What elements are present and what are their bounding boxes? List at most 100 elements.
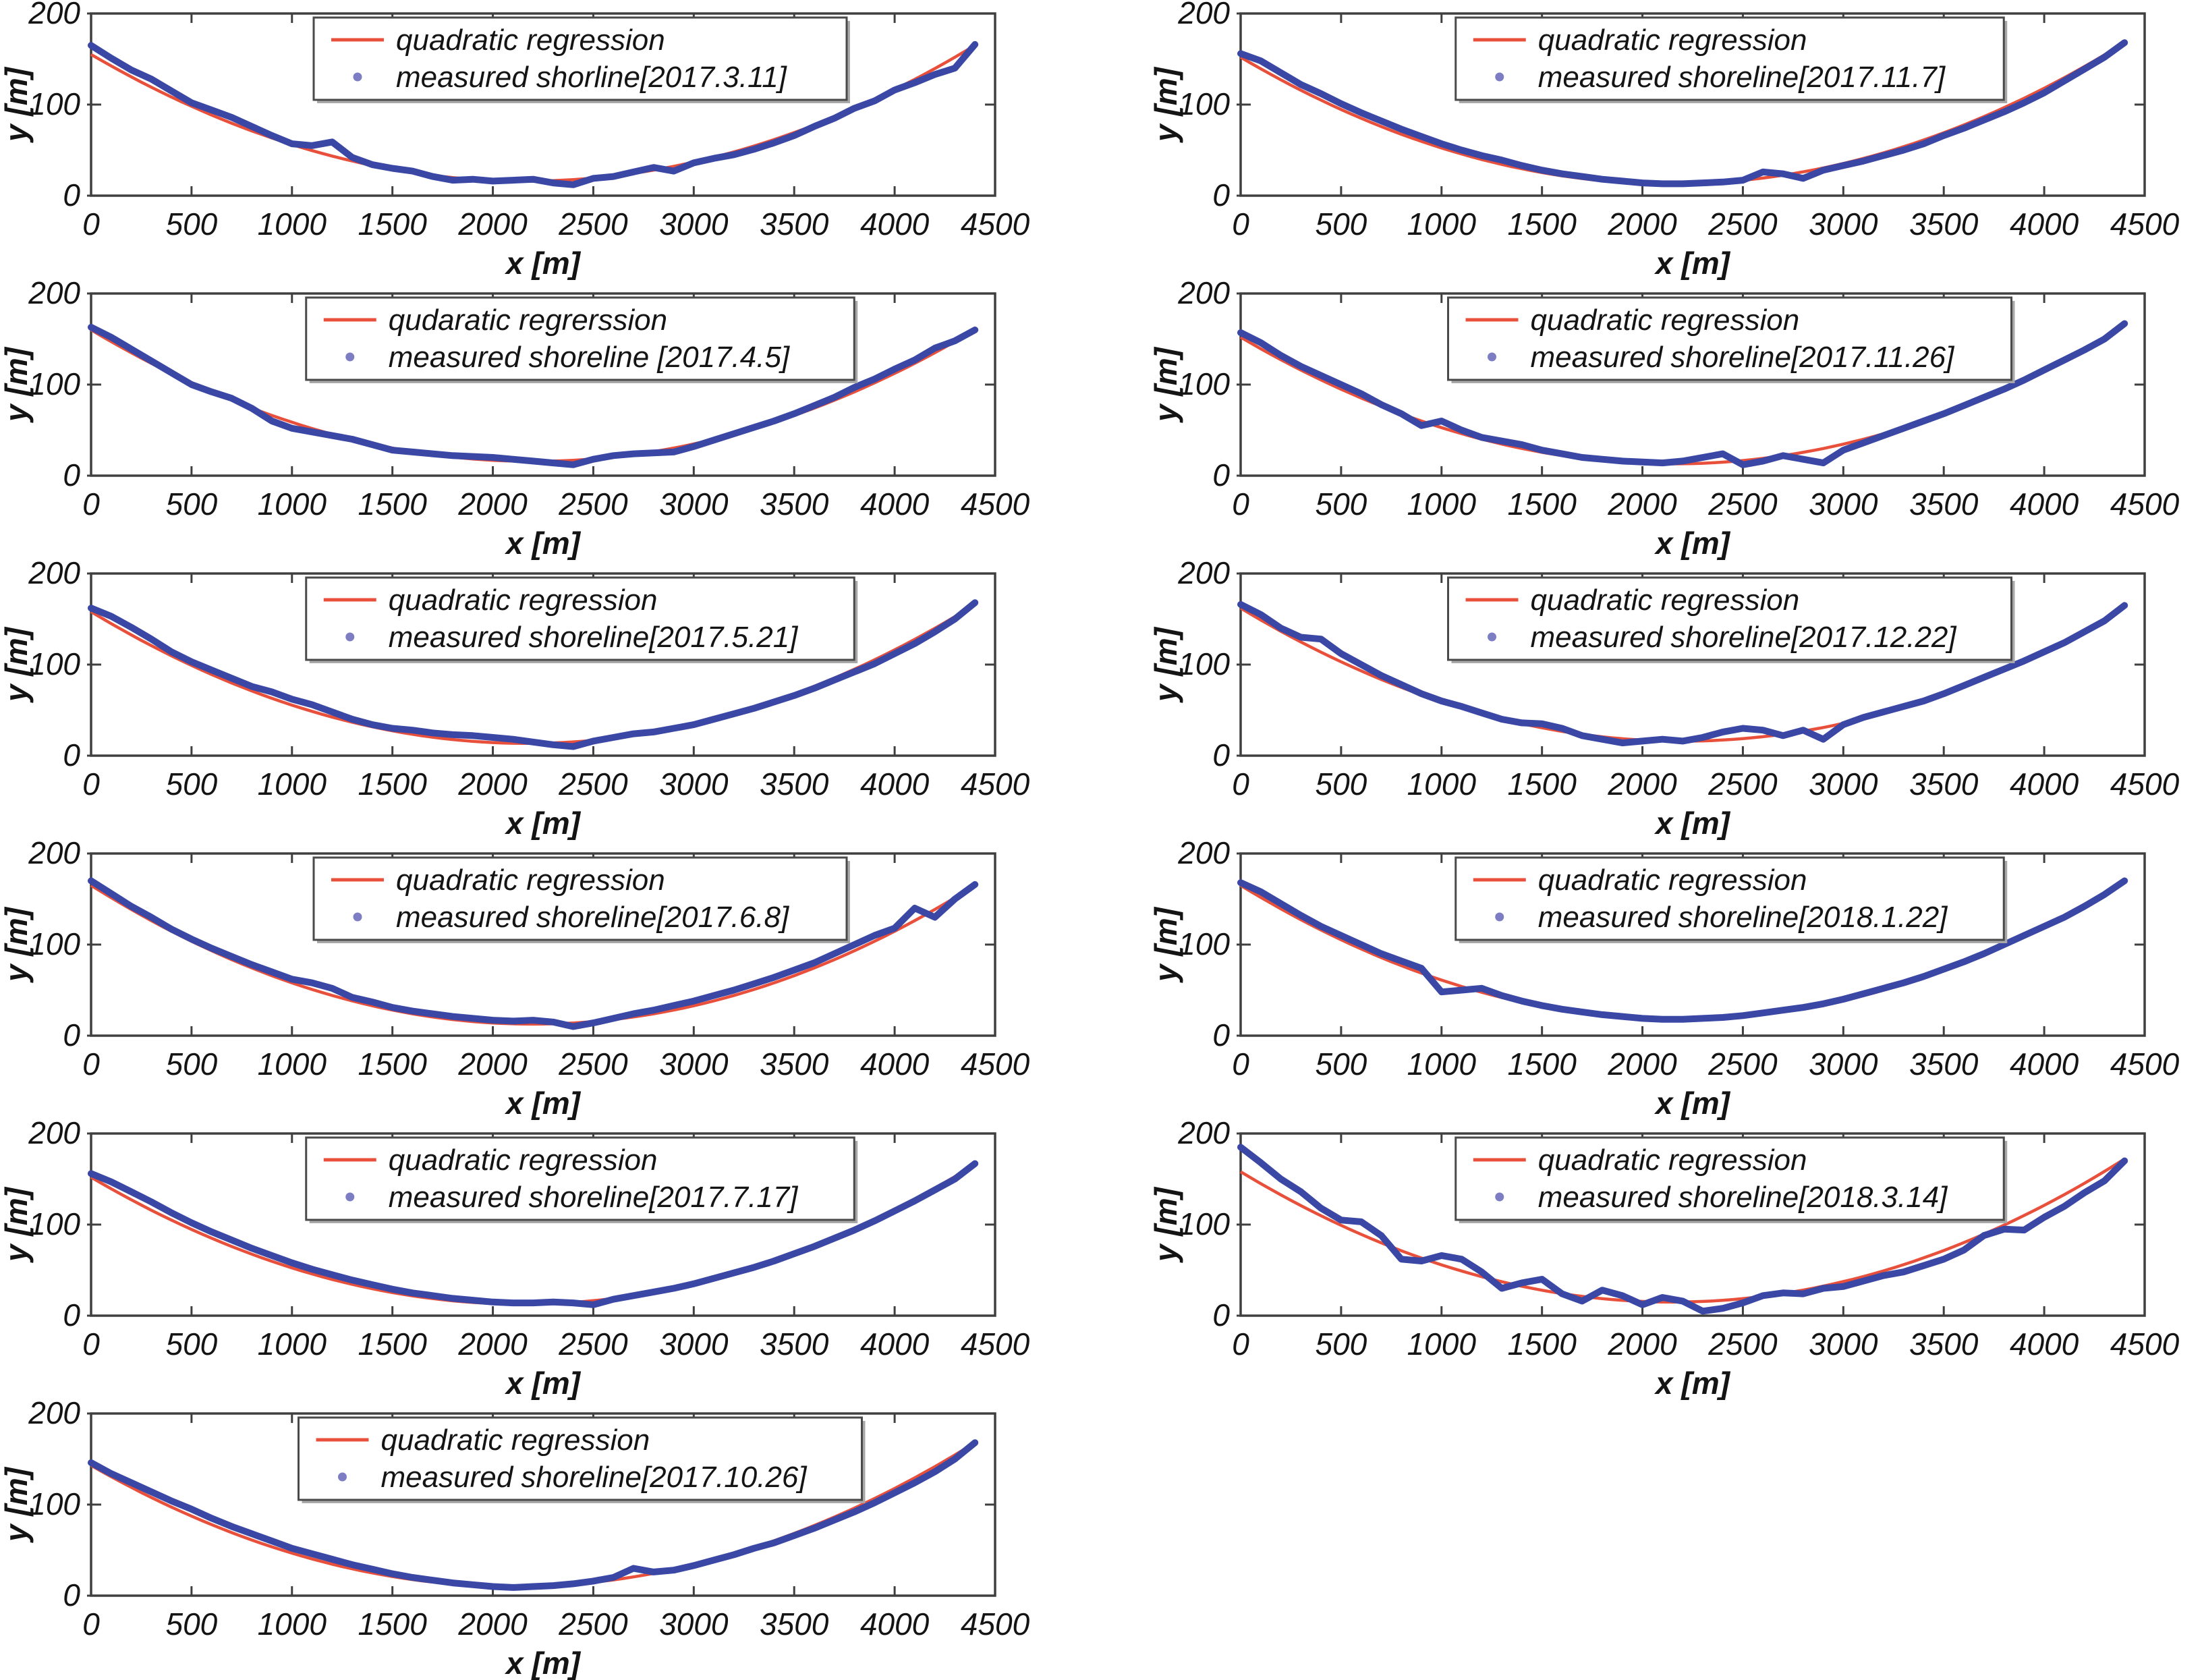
legend-box [1455, 16, 2005, 101]
legend-box [305, 576, 855, 661]
legend-box [305, 1136, 855, 1221]
x-axis-label: x [m] [504, 1086, 582, 1120]
legend-box [1447, 576, 2012, 661]
y-tick-label: 100 [28, 366, 80, 401]
y-tick-label: 200 [28, 1120, 80, 1150]
legend-box [305, 296, 855, 381]
legend: quadratic regression measured shoreline[2… [1447, 296, 2015, 383]
x-tick-label: 3000 [1809, 766, 1878, 802]
shoreline-chart-svg-2018.1.22: 0 500 1000 1500 2000 2500 3000 3500 4000 4500 0 100… [1150, 840, 2180, 1120]
x-tick-label: 2000 [457, 1606, 528, 1642]
x-tick-label: 1500 [1507, 206, 1577, 242]
y-tick-label: 200 [1177, 560, 1230, 590]
y-tick-label: 0 [63, 1297, 80, 1333]
x-tick-label: 0 [82, 486, 100, 522]
x-tick-label: 3000 [659, 206, 729, 242]
x-tick-label: 4000 [2010, 766, 2079, 802]
legend-measured-label: measured shoreline [2017.4.5] [389, 341, 791, 374]
x-tick-label: 1500 [1507, 766, 1577, 802]
x-tick-label: 2000 [1607, 206, 1677, 242]
y-tick-label: 0 [63, 457, 80, 493]
x-tick-label: 2000 [1607, 1046, 1677, 1082]
legend: quadratic regression measured shoreline[2… [1447, 576, 2015, 663]
y-axis-label: y [m] [0, 1466, 34, 1543]
x-tick-label: 500 [1316, 486, 1367, 522]
x-tick-label: 2500 [1707, 766, 1778, 802]
shoreline-chart-panel-2017.6.8: 0 500 1000 1500 2000 2500 3000 3500 4000 4500 0 100… [0, 840, 1052, 1120]
legend-measured-marker [1495, 1192, 1504, 1202]
shoreline-chart-panel-2017.3.11: 0 500 1000 1500 2000 2500 3000 3500 4000 4500 0 100… [0, 0, 1052, 280]
x-tick-label: 3500 [1909, 766, 1979, 802]
x-tick-label: 2000 [1607, 486, 1677, 522]
legend: quadratic regression measured shorline[20… [312, 16, 850, 103]
x-tick-label: 4000 [860, 1046, 930, 1082]
y-tick-label: 0 [63, 1577, 80, 1613]
legend-measured-label: measured shorline[2017.3.11] [396, 61, 788, 94]
x-tick-label: 0 [1232, 486, 1249, 522]
x-tick-label: 3000 [659, 1046, 729, 1082]
legend-regression-label: quadratic regression [396, 864, 665, 897]
x-tick-label: 0 [82, 1606, 100, 1642]
x-tick-label: 1000 [258, 206, 327, 242]
x-tick-label: 3000 [659, 486, 729, 522]
shoreline-chart-panel-2018.1.22: 0 500 1000 1500 2000 2500 3000 3500 4000 4500 0 100… [1150, 840, 2202, 1120]
x-tick-label: 2000 [457, 206, 528, 242]
legend-measured-marker [1488, 352, 1496, 362]
legend-box [298, 1416, 863, 1501]
measured-shoreline-line [1237, 39, 2128, 188]
x-tick-label: 4500 [2110, 1046, 2180, 1082]
x-tick-label: 3500 [1909, 1326, 1979, 1362]
legend-measured-label: measured shoreline[2017.10.26] [381, 1461, 808, 1494]
x-tick-label: 3000 [1809, 1326, 1878, 1362]
shoreline-chart-svg-2017.11.26: 0 500 1000 1500 2000 2500 3000 3500 4000 4500 0 100… [1150, 280, 2180, 560]
x-tick-label: 0 [82, 1326, 100, 1362]
x-tick-label: 0 [82, 206, 100, 242]
legend-measured-label: measured shoreline[2017.7.17] [389, 1181, 799, 1214]
x-tick-label: 1000 [1407, 206, 1477, 242]
y-tick-label: 100 [28, 646, 80, 681]
y-axis-label: y [m] [0, 346, 34, 423]
y-tick-label: 200 [1177, 1120, 1230, 1150]
x-tick-label: 1000 [1407, 1326, 1477, 1362]
shoreline-chart-panel-2017.7.17: 0 500 1000 1500 2000 2500 3000 3500 4000 4500 0 100… [0, 1120, 1052, 1400]
x-tick-label: 3000 [659, 1606, 729, 1642]
legend-box [1455, 1136, 2005, 1221]
y-tick-label: 0 [1212, 177, 1230, 213]
x-tick-label: 0 [82, 1046, 100, 1082]
legend: quadratic regression measured shoreline[2… [305, 576, 858, 663]
x-tick-label: 0 [1232, 1326, 1249, 1362]
x-tick-label: 1000 [258, 486, 327, 522]
x-tick-label: 3000 [1809, 206, 1878, 242]
x-tick-label: 4000 [2010, 206, 2079, 242]
legend-regression-label: quadratic regression [389, 584, 658, 617]
legend-regression-label: quadratic regression [1538, 1144, 1807, 1177]
x-tick-label: 4000 [860, 1606, 930, 1642]
y-tick-label: 0 [63, 177, 80, 213]
legend-regression-label: quadratic regression [381, 1424, 650, 1457]
legend: qudaratic regrerssion measured shoreline … [305, 296, 858, 383]
x-tick-label: 4500 [2110, 486, 2180, 522]
shoreline-chart-panel-2017.11.7: 0 500 1000 1500 2000 2500 3000 3500 4000 4500 0 100… [1150, 0, 2202, 280]
legend-measured-marker [353, 912, 362, 922]
shoreline-chart-panel-2017.5.21: 0 500 1000 1500 2000 2500 3000 3500 4000 4500 0 100… [0, 560, 1052, 840]
legend-measured-label: measured shoreline[2018.3.14] [1538, 1181, 1948, 1214]
y-tick-label: 0 [1212, 1017, 1230, 1053]
x-tick-label: 1000 [1407, 1046, 1477, 1082]
y-tick-label: 100 [28, 926, 80, 961]
y-axis-label: y [m] [1150, 906, 1183, 983]
x-tick-label: 1000 [258, 1326, 327, 1362]
x-tick-label: 4000 [2010, 1326, 2079, 1362]
x-tick-label: 2500 [558, 486, 628, 522]
y-tick-label: 200 [1177, 280, 1230, 310]
measured-shoreline-line [88, 1439, 979, 1591]
x-tick-label: 2500 [558, 1606, 628, 1642]
legend-regression-label: quadratic regression [1538, 864, 1807, 897]
x-tick-label: 4000 [860, 1326, 930, 1362]
x-axis-label: x [m] [504, 246, 582, 280]
x-tick-label: 3000 [1809, 486, 1878, 522]
x-tick-label: 4500 [961, 1046, 1030, 1082]
shoreline-chart-svg-2017.4.5: 0 500 1000 1500 2000 2500 3000 3500 4000 4500 0 100… [0, 280, 1030, 560]
measured-shoreline-line [88, 1160, 979, 1308]
legend-box [1447, 296, 2012, 381]
